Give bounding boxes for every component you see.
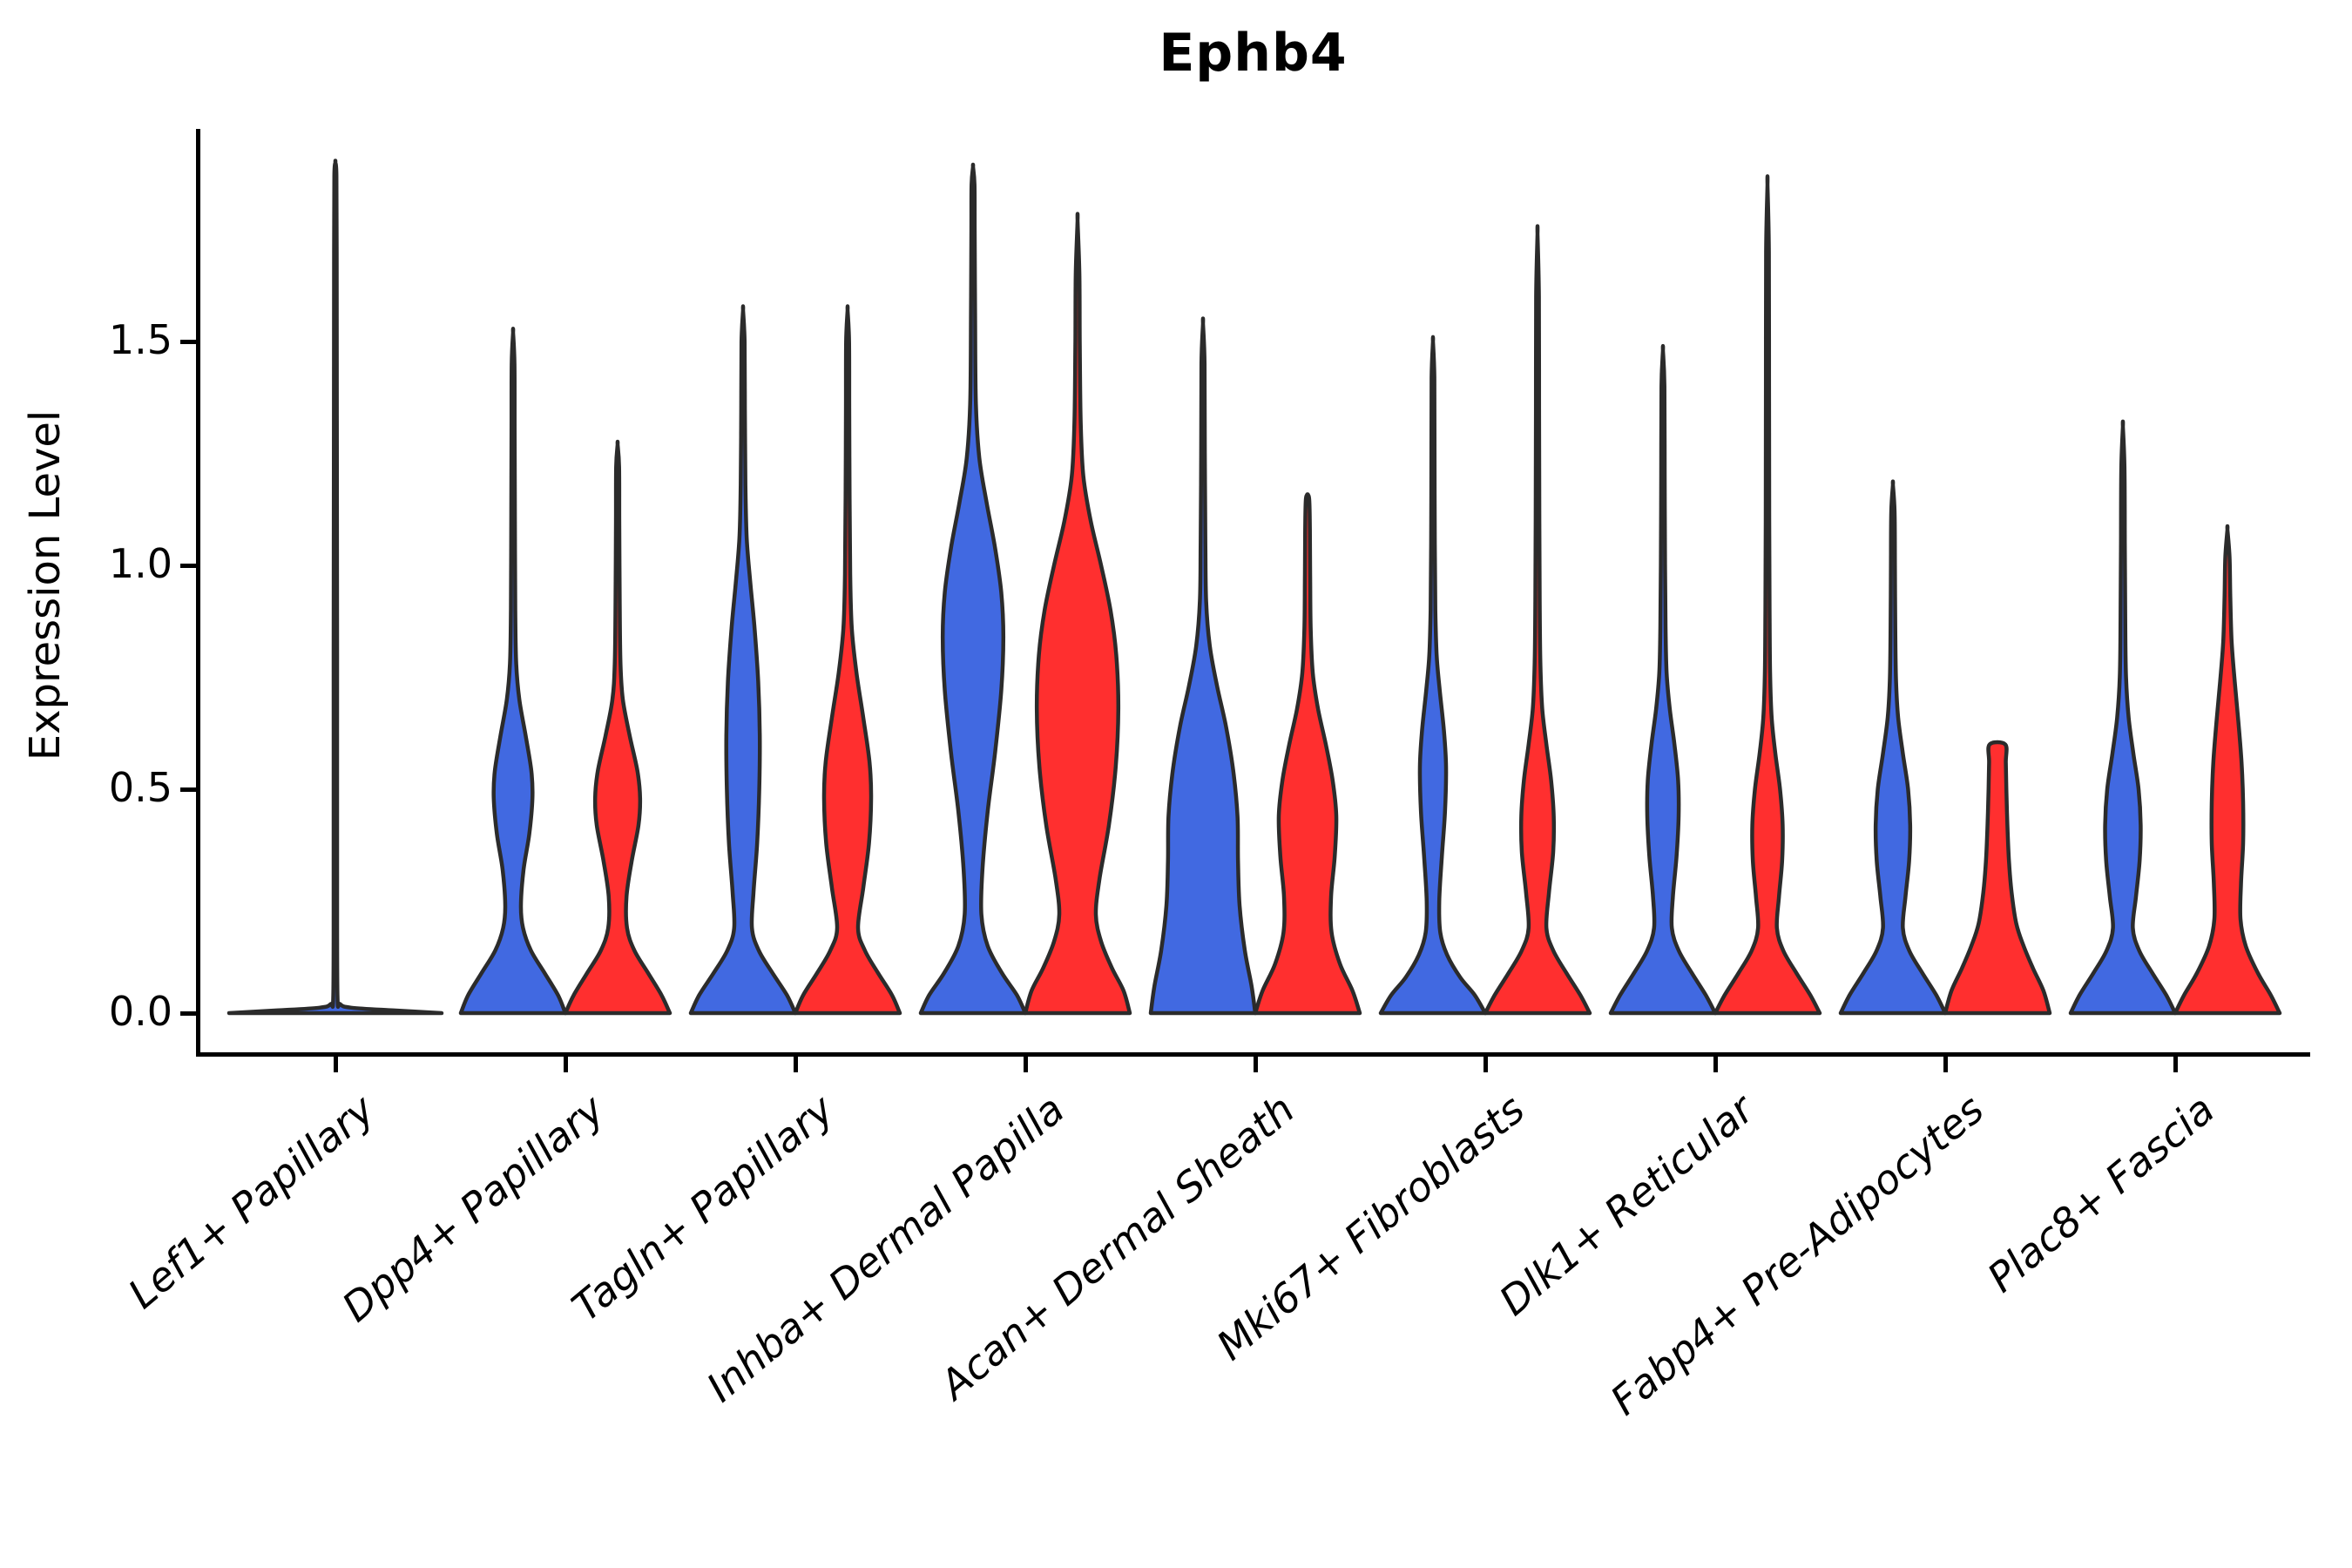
x-axis-spine — [196, 1052, 2310, 1057]
y-tick-mark — [180, 563, 196, 568]
violin-red-3 — [1023, 212, 1132, 1016]
page-title: Ephb4 — [1159, 23, 1348, 84]
y-tick-mark — [180, 787, 196, 792]
violin-blue-7 — [1838, 479, 1948, 1016]
x-tick-mark — [1023, 1057, 1028, 1072]
x-tick-mark — [1483, 1057, 1488, 1072]
violin-red-7 — [1943, 740, 2052, 1016]
y-axis-spine — [196, 129, 200, 1056]
violin-red-2 — [793, 304, 902, 1016]
x-tick-mark — [1253, 1057, 1258, 1072]
violin-blue-4 — [1148, 316, 1258, 1016]
violin-blue-1 — [458, 326, 568, 1016]
violin-red-6 — [1713, 174, 1822, 1016]
violin-blue-2 — [688, 304, 798, 1016]
violin-red-5 — [1483, 224, 1592, 1016]
x-tick-mark — [793, 1057, 798, 1072]
violin-blue-0 — [226, 159, 444, 1016]
x-tick-mark — [333, 1057, 338, 1072]
x-tick-mark — [563, 1057, 568, 1072]
y-tick-label: 1.0 — [108, 539, 172, 587]
x-tick-mark — [1713, 1057, 1718, 1072]
violin-blue-6 — [1608, 343, 1718, 1016]
violin-blue-3 — [918, 162, 1028, 1016]
violin-red-4 — [1253, 492, 1362, 1016]
y-tick-label: 0.5 — [108, 763, 172, 811]
y-tick-mark — [180, 1010, 196, 1016]
y-tick-label: 1.5 — [108, 315, 172, 363]
y-tick-label: 0.0 — [108, 987, 172, 1035]
violin-red-8 — [2173, 524, 2282, 1016]
x-tick-mark — [1943, 1057, 1948, 1072]
violin-red-1 — [563, 439, 672, 1016]
x-tick-mark — [2173, 1057, 2178, 1072]
violin-blue-8 — [2068, 419, 2178, 1016]
y-tick-mark — [180, 339, 196, 344]
violin-blue-5 — [1378, 335, 1488, 1016]
